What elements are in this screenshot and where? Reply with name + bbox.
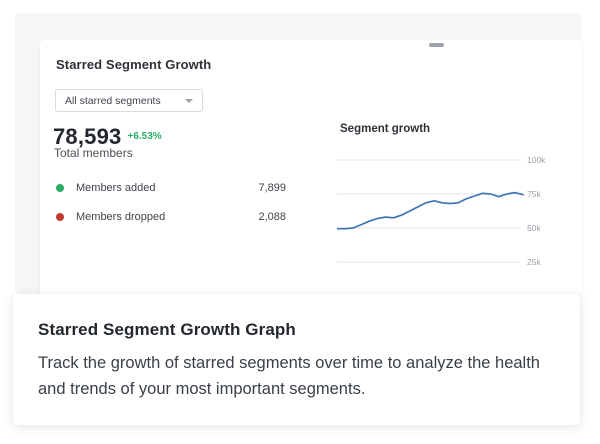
total-members-metric: 78,593 +6.53%: [53, 124, 162, 150]
chevron-down-icon: [185, 98, 193, 103]
svg-text:25k: 25k: [527, 257, 541, 267]
legend-dot: [56, 184, 64, 192]
svg-text:50k: 50k: [527, 223, 541, 233]
legend-dot: [56, 213, 64, 221]
legend-label: Members dropped: [76, 211, 166, 223]
total-members-value: 78,593: [53, 124, 122, 149]
info-card-description: Track the growth of starred segments ove…: [38, 354, 540, 398]
segment-filter-dropdown[interactable]: All starred segments: [55, 89, 203, 112]
chart-title: Segment growth: [340, 123, 431, 135]
dropdown-selected-value: All starred segments: [65, 94, 161, 107]
legend-label: Members added: [76, 182, 156, 194]
legend-value: 7,899: [258, 182, 286, 194]
total-members-label: Total members: [54, 146, 133, 160]
growth-chart: 100k 75k 50k 25k: [337, 155, 546, 267]
legend-row-members-dropped: Members dropped 2,088: [56, 209, 286, 225]
svg-text:100k: 100k: [527, 155, 546, 165]
legend-value: 2,088: [258, 211, 286, 223]
info-card: Starred Segment Growth Graph Track the g…: [13, 294, 580, 425]
svg-text:75k: 75k: [527, 189, 541, 199]
starred-segment-growth-card: Starred Segment Growth All starred segme…: [40, 40, 582, 294]
card-title: Starred Segment Growth: [56, 57, 212, 72]
drag-handle-icon[interactable]: [429, 43, 444, 47]
legend-row-members-added: Members added 7,899: [56, 180, 286, 196]
growth-delta-badge: +6.53%: [127, 131, 162, 142]
info-card-title: Starred Segment Growth Graph: [38, 320, 296, 339]
